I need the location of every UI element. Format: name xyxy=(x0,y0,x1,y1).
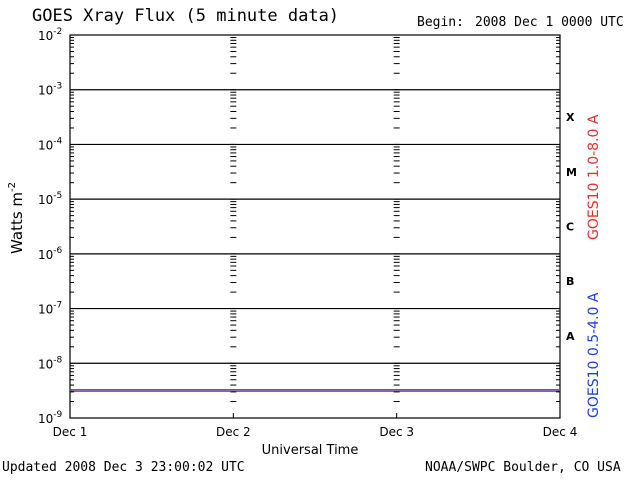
y-tick-label: 10-6 xyxy=(38,246,63,262)
series-layer xyxy=(70,388,560,392)
grid-layer xyxy=(70,37,560,419)
flare-class-label: X xyxy=(566,111,575,124)
flare-class-label: C xyxy=(566,221,574,234)
x-tick-label: Dec 3 xyxy=(379,425,414,439)
footer-updated: Updated 2008 Dec 3 23:00:02 UTC xyxy=(2,460,245,475)
plot-frame xyxy=(69,34,561,419)
y-tick-label: 10-8 xyxy=(38,355,63,371)
begin-label: Begin: xyxy=(417,15,464,30)
x-axis-label: Universal Time xyxy=(262,443,359,458)
legend-goes10-long: GOES10 1.0-8.0 A xyxy=(586,114,602,240)
flare-class-label: B xyxy=(566,275,574,288)
y-tick-label: 10-3 xyxy=(38,82,62,98)
y-tick-label: 10-4 xyxy=(38,136,63,152)
chart-title: GOES Xray Flux (5 minute data) xyxy=(32,6,340,26)
flare-class-label: M xyxy=(566,166,577,179)
y-axis-label-text: Watts m xyxy=(8,192,26,254)
legend-goes10-short: GOES10 0.5-4.0 A xyxy=(586,292,602,418)
y-tick-label: 10-7 xyxy=(38,301,62,317)
y-tick-label: 10-9 xyxy=(38,410,63,426)
label-layer: 10-9 10-8 10-7 10-6 10-5 10-4 10-3 10-2 Dec 1 Dec… xyxy=(38,27,577,439)
y-tick-label: 10-2 xyxy=(38,27,62,43)
tick-layer xyxy=(69,37,561,418)
begin-value: 2008 Dec 1 0000 UTC xyxy=(475,15,624,30)
y-axis-label: Watts m-2 xyxy=(7,182,26,254)
x-tick-label: Dec 4 xyxy=(543,425,578,439)
y-axis-label-exponent: -2 xyxy=(7,182,18,192)
x-tick-label: Dec 2 xyxy=(216,425,251,439)
footer-source: NOAA/SWPC Boulder, CO USA xyxy=(425,460,621,475)
x-tick-label: Dec 1 xyxy=(53,425,88,439)
flare-class-label: A xyxy=(566,330,575,343)
y-tick-label: 10-5 xyxy=(38,191,62,207)
